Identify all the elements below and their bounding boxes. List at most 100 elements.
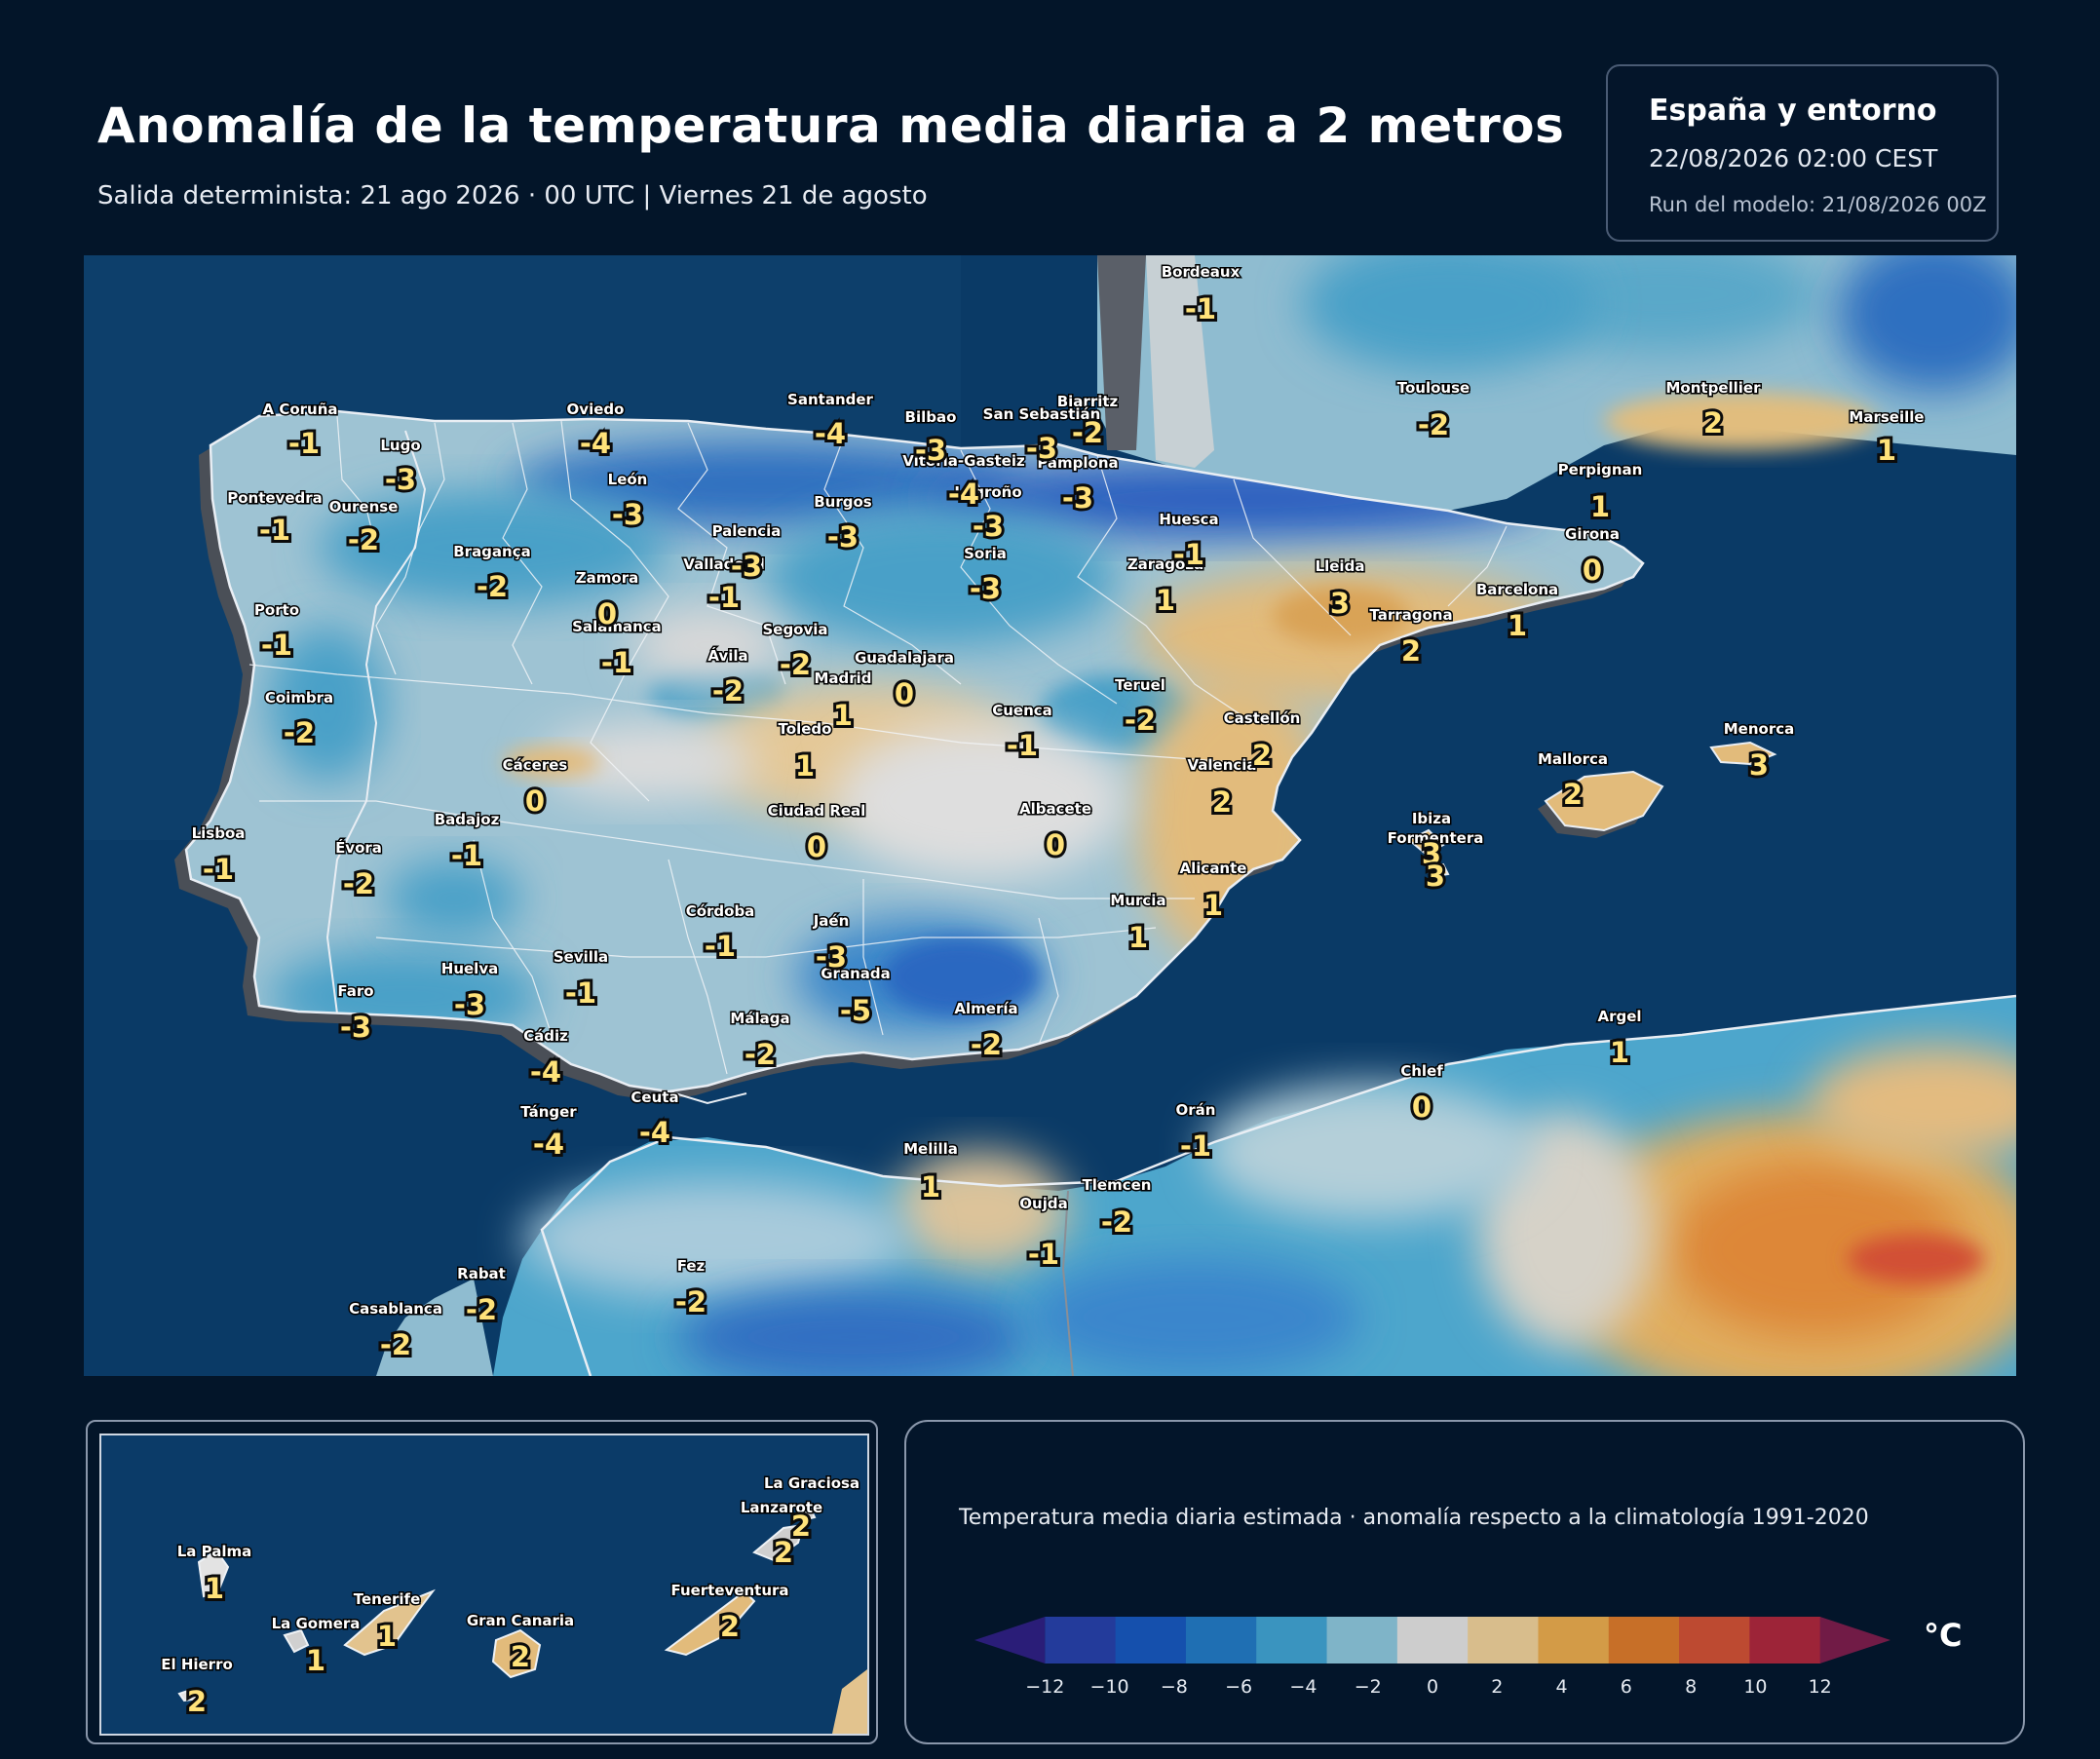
canary-label-lanzarote: Lanzarote: [741, 1499, 822, 1516]
station-label-sevilla: Sevilla: [554, 948, 608, 966]
station-label-tlemcen: Tlemcen: [1083, 1176, 1152, 1194]
station-label-huesca: Huesca: [1159, 511, 1218, 528]
station-value-tanger: -4: [533, 1128, 564, 1161]
colorbar-tick: −8: [1161, 1676, 1188, 1698]
station-value-soria: -3: [970, 572, 1001, 605]
colorbar-segment: [1115, 1617, 1187, 1663]
station-label-huelva: Huelva: [441, 960, 498, 977]
africa-coastline: [540, 994, 2016, 1376]
canary-sea: [101, 1435, 867, 1734]
canary-label-gran-canaria: Gran Canaria: [467, 1612, 574, 1629]
station-value-bordeaux: -1: [1185, 292, 1216, 325]
station-value-vitoria-gasteiz: -4: [948, 478, 979, 511]
station-value-salamanca: -1: [601, 646, 632, 679]
colorbar-tick: 10: [1743, 1676, 1767, 1698]
station-value-valladolid: -1: [708, 581, 740, 614]
station-label-lugo: Lugo: [380, 437, 420, 454]
station-label-bordeaux: Bordeaux: [1162, 263, 1241, 281]
station-label-granada: Granada: [821, 965, 891, 982]
station-value-oviedo: -4: [580, 427, 611, 460]
station-value-menorca: 3: [1749, 748, 1769, 782]
station-label-casablanca: Casablanca: [349, 1300, 442, 1318]
station-value-madrid: 1: [833, 699, 853, 732]
station-label-madrid: Madrid: [814, 669, 871, 687]
station-value-leon: -3: [612, 498, 643, 531]
station-label-ibiza: Ibiza: [1412, 810, 1451, 827]
main-map[interactable]: Bordeaux Toulouse Montpellier Marseille Biar…: [84, 255, 2016, 1376]
station-value-zamora: 0: [597, 597, 617, 631]
canary-label-tenerife: Tenerife: [354, 1590, 421, 1608]
station-label-marseille: Marseille: [1849, 408, 1924, 426]
canary-label-la-palma: La Palma: [177, 1543, 252, 1560]
canary-label-fuerteventura: Fuerteventura: [670, 1582, 788, 1599]
station-label-tarragona: Tarragona: [1369, 606, 1452, 624]
canary-inset[interactable]: La Graciosa Lanzarote La Palma Fuerteventur…: [86, 1420, 878, 1744]
station-label-ceuta: Ceuta: [630, 1089, 678, 1106]
station-label-girona: Girona: [1565, 525, 1620, 543]
station-value-pontevedra: -1: [259, 514, 290, 547]
station-value-san-sebastian: -3: [1026, 432, 1057, 465]
station-label-segovia: Segovia: [762, 621, 827, 638]
station-value-pamplona: -3: [1062, 481, 1093, 515]
station-labels: Bordeaux Toulouse Montpellier Marseille Biar…: [190, 262, 1926, 1319]
valid-time: 22/08/2026 02:00 CEST: [1649, 144, 1938, 172]
station-label-caceres: Cáceres: [503, 756, 568, 774]
canary-value-fuerteventura: 2: [720, 1610, 740, 1643]
station-value-cordoba: -1: [705, 930, 736, 963]
station-label-toulouse: Toulouse: [1397, 379, 1470, 397]
station-label-oviedo: Oviedo: [567, 401, 625, 418]
station-value-casablanca: -2: [380, 1328, 411, 1361]
station-value-biarritz: -2: [1072, 416, 1103, 449]
station-label-bilbao: Bilbao: [905, 408, 957, 426]
canary-value-gran-canaria: 2: [511, 1640, 530, 1673]
station-value-malaga: -2: [745, 1038, 776, 1071]
station-label-evora: Évora: [335, 838, 382, 857]
station-label-perpignan: Perpignan: [1558, 461, 1643, 478]
station-value-mallorca: 2: [1563, 778, 1583, 811]
model-run: Run del modelo: 21/08/2026 00Z: [1649, 193, 1987, 216]
station-value-ciudad-real: 0: [807, 830, 826, 863]
colorbar-segment: [1326, 1617, 1398, 1663]
colorbar-segment: [1749, 1617, 1821, 1663]
station-value-girona: 0: [1583, 554, 1602, 587]
station-value-montpellier: 2: [1703, 406, 1723, 440]
station-label-cordoba: Córdoba: [686, 902, 755, 920]
station-value-faro: -3: [340, 1011, 371, 1044]
station-value-oran: -1: [1180, 1129, 1211, 1163]
station-value-logrono: -3: [973, 510, 1004, 543]
station-label-santander: Santander: [787, 391, 873, 408]
station-value-perpignan: 1: [1590, 490, 1610, 523]
canary-canvas: La Graciosa Lanzarote La Palma Fuerteventur…: [101, 1435, 867, 1734]
colorbar-tick: 12: [1809, 1676, 1832, 1698]
map-canvas: Bordeaux Toulouse Montpellier Marseille Biar…: [84, 255, 2016, 1376]
station-label-pontevedra: Pontevedra: [227, 489, 323, 507]
station-value-teruel: -2: [1125, 704, 1156, 737]
station-value-palencia: -3: [731, 550, 762, 583]
station-value-oujda: -1: [1028, 1238, 1059, 1271]
station-label-menorca: Menorca: [1724, 720, 1795, 738]
colorbar-tick: 6: [1621, 1676, 1632, 1698]
station-label-burgos: Burgos: [814, 493, 872, 511]
colorbar: −12 −10 −8 −6 −4 −2 0 2 4 6 8 10 12: [974, 1617, 1890, 1698]
station-value-chlef: 0: [1412, 1090, 1432, 1124]
station-value-barcelona: 1: [1508, 609, 1527, 642]
station-value-toulouse: -2: [1418, 408, 1449, 441]
station-label-a-coruna: A Coruña: [262, 401, 337, 418]
colorbar-segment: [1538, 1617, 1610, 1663]
station-label-albacete: Albacete: [1019, 800, 1091, 818]
station-label-lisboa: Lisboa: [192, 824, 246, 842]
page-subtitle: Salida determinista: 21 ago 2026 · 00 UT…: [97, 181, 928, 210]
station-value-jaen: -3: [816, 940, 847, 974]
station-value-murcia: 1: [1128, 921, 1148, 954]
colorbar-segment: [1256, 1617, 1328, 1663]
station-value-valencia: 2: [1212, 785, 1232, 819]
colorbar-tick: −12: [1025, 1676, 1064, 1698]
colorbar-tick: −10: [1090, 1676, 1129, 1698]
station-label-montpellier: Montpellier: [1666, 379, 1762, 397]
canary-label-la-graciosa: La Graciosa: [764, 1474, 859, 1492]
station-value-fez: -2: [675, 1285, 706, 1319]
legend-unit: °C: [1924, 1617, 1963, 1654]
colorbar-segment: [1185, 1617, 1257, 1663]
station-label-guadalajara: Guadalajara: [855, 649, 954, 667]
station-label-toledo: Toledo: [779, 720, 832, 738]
